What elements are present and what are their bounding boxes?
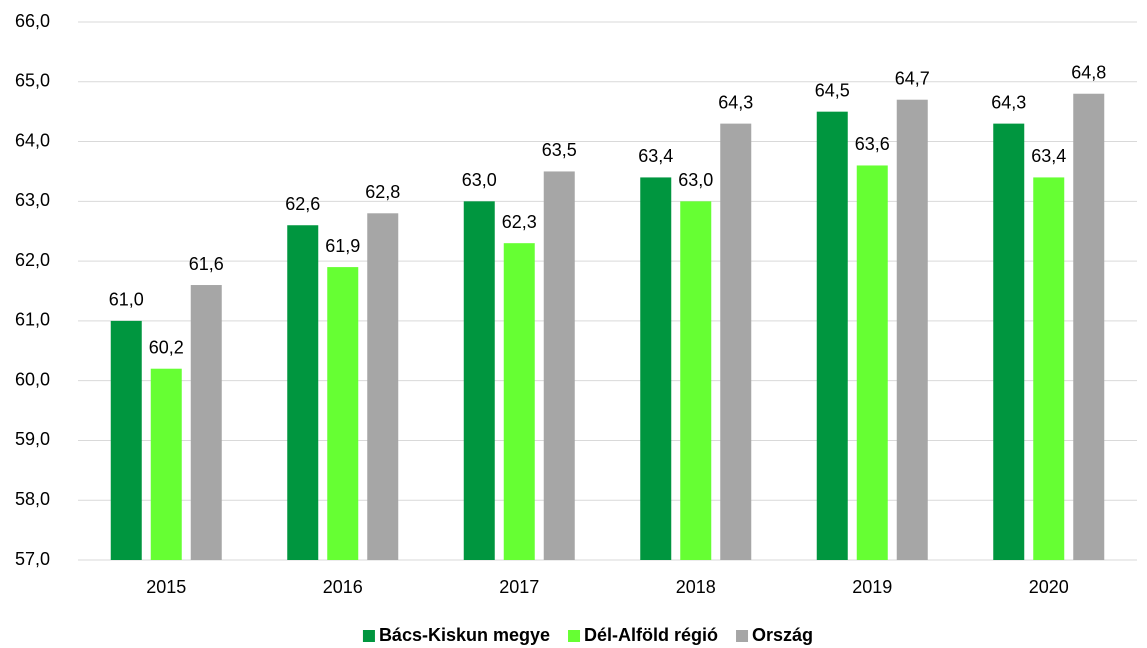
bar <box>150 368 182 560</box>
y-tick-label: 63,0 <box>15 190 50 210</box>
legend-swatch <box>736 630 749 642</box>
bar <box>1033 177 1065 560</box>
x-tick-label: 2016 <box>323 577 363 597</box>
x-tick-label: 2017 <box>499 577 539 597</box>
x-tick-label: 2018 <box>676 577 716 597</box>
data-label: 63,5 <box>542 140 577 160</box>
data-label: 63,0 <box>462 170 497 190</box>
y-tick-label: 65,0 <box>15 71 50 91</box>
legend-text: Dél-Alföld régió <box>584 625 718 645</box>
y-tick-label: 62,0 <box>15 250 50 270</box>
data-label: 63,4 <box>638 146 673 166</box>
bar <box>1073 93 1105 560</box>
bar <box>816 111 848 561</box>
data-label: 63,6 <box>855 134 890 154</box>
y-tick-label: 59,0 <box>15 429 50 449</box>
x-tick-label: 2020 <box>1029 577 1069 597</box>
data-label: 63,0 <box>678 170 713 190</box>
y-tick-label: 57,0 <box>15 549 50 569</box>
data-label: 61,6 <box>189 254 224 274</box>
data-label: 61,9 <box>325 236 360 256</box>
data-label: 63,4 <box>1031 146 1066 166</box>
bar <box>190 285 222 560</box>
x-tick-label: 2019 <box>852 577 892 597</box>
bar <box>367 213 399 561</box>
y-tick-label: 66,0 <box>15 11 50 31</box>
bar <box>543 171 575 560</box>
data-label: 62,6 <box>285 194 320 214</box>
data-label: 64,3 <box>718 92 753 112</box>
y-tick-label: 58,0 <box>15 489 50 509</box>
bar <box>463 201 495 561</box>
bar <box>503 243 535 560</box>
bar <box>287 225 319 560</box>
bar <box>110 320 142 560</box>
legend-text: Ország <box>752 625 813 645</box>
bar <box>896 99 928 560</box>
bar <box>720 123 752 560</box>
data-label: 64,7 <box>895 68 930 88</box>
data-label: 64,5 <box>815 80 850 100</box>
y-tick-label: 64,0 <box>15 130 50 150</box>
legend-swatch <box>362 630 375 642</box>
bar <box>640 177 672 560</box>
data-label: 61,0 <box>109 290 144 310</box>
bar <box>327 267 359 560</box>
data-label: 64,3 <box>991 92 1026 112</box>
data-label: 64,8 <box>1071 62 1106 82</box>
y-tick-label: 60,0 <box>15 369 50 389</box>
x-tick-label: 2015 <box>146 577 186 597</box>
data-label: 62,8 <box>365 182 400 202</box>
y-tick-label: 61,0 <box>15 310 50 330</box>
bar <box>680 201 712 561</box>
legend-text: Bács-Kiskun megye <box>379 625 550 645</box>
data-label: 62,3 <box>502 212 537 232</box>
bar <box>993 123 1025 560</box>
bar <box>856 165 888 560</box>
legend-swatch <box>568 630 581 642</box>
data-label: 60,2 <box>149 337 184 357</box>
